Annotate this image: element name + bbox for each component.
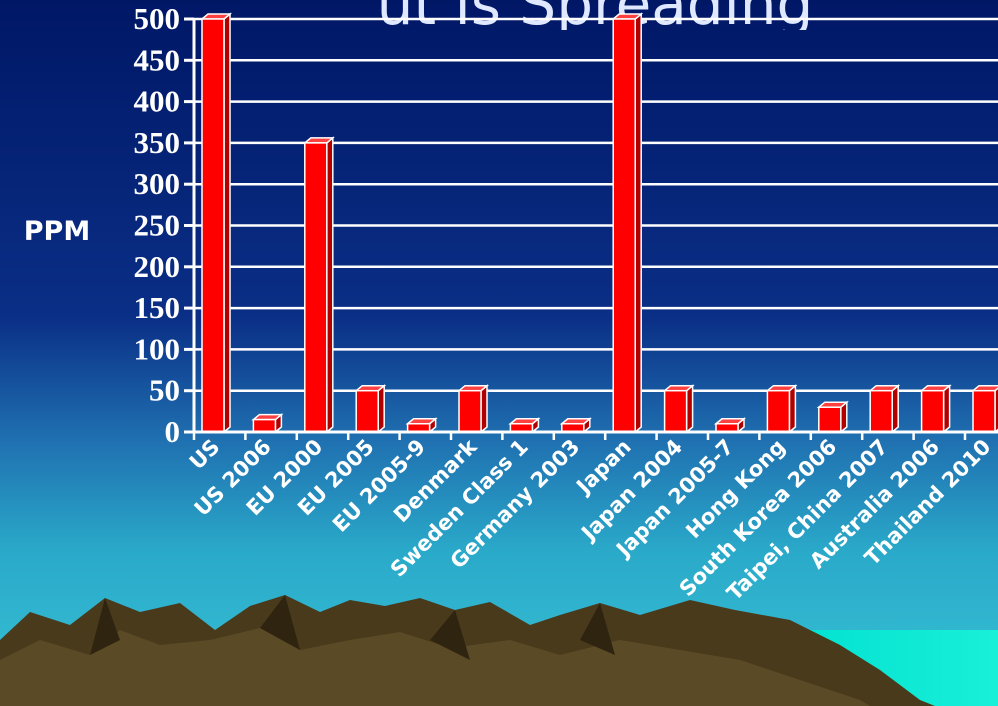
- bar-side: [634, 12, 642, 434]
- bar: [559, 417, 592, 434]
- bar: [713, 417, 747, 434]
- bar: [354, 384, 387, 434]
- bar: [611, 12, 644, 434]
- bar-front: [663, 389, 688, 433]
- bar: [765, 384, 798, 434]
- title-text: ut is Spreading: [377, 0, 814, 30]
- bar: [456, 384, 490, 434]
- bar-front: [304, 142, 328, 433]
- y-tick-label: 500: [134, 1, 181, 36]
- bar-side: [788, 384, 797, 434]
- x-tick-label: US: [185, 435, 225, 475]
- bars: [199, 12, 998, 434]
- bar-front: [920, 389, 945, 433]
- bar-top: [251, 413, 284, 421]
- y-tick-label: 400: [134, 84, 181, 119]
- bar-front: [355, 389, 379, 433]
- y-tick-label: 450: [134, 42, 181, 77]
- bar: [302, 136, 335, 434]
- bar-top: [302, 137, 335, 144]
- bar-side: [326, 136, 334, 434]
- bar: [662, 384, 695, 434]
- bar-side: [480, 384, 488, 434]
- bar-front: [818, 406, 842, 433]
- bar-side: [377, 384, 385, 434]
- y-tick-label: 250: [134, 208, 181, 243]
- axes: [184, 17, 998, 440]
- y-tick-label: 150: [134, 290, 181, 325]
- bar-top: [816, 401, 849, 408]
- bar-front: [201, 18, 225, 433]
- y-tick-label: 350: [134, 125, 181, 160]
- bar: [508, 417, 541, 434]
- y-tick-label: 50: [149, 373, 180, 408]
- y-tick-label: 300: [134, 166, 181, 201]
- y-tick-label: 100: [134, 331, 181, 366]
- y-tick-labels: 0 50 100 150 200 250 300 350 400 450 500: [134, 1, 181, 449]
- bar: [816, 400, 849, 434]
- bar-front: [972, 389, 996, 433]
- bar-front: [612, 18, 636, 433]
- mountains: [0, 595, 935, 706]
- bar-front: [869, 389, 893, 433]
- bar-side: [891, 384, 899, 434]
- bar: [405, 417, 438, 434]
- y-tick-label: 200: [134, 249, 181, 284]
- bar: [970, 384, 998, 434]
- bar-front: [458, 389, 482, 433]
- bar-front: [252, 418, 277, 433]
- bar-front: [766, 389, 791, 433]
- bar-top: [405, 417, 438, 425]
- bar: [868, 384, 901, 434]
- bar-top: [713, 417, 747, 425]
- y-axis-label: PPM: [24, 216, 90, 247]
- bar: [199, 12, 233, 434]
- bar-side: [223, 12, 231, 434]
- bar-top: [508, 417, 541, 425]
- bar: [919, 384, 952, 434]
- y-tick-label: 0: [165, 414, 181, 449]
- bar-top: [559, 417, 592, 425]
- bar: [251, 413, 284, 434]
- bar-side: [685, 384, 694, 434]
- bar-side: [942, 384, 951, 434]
